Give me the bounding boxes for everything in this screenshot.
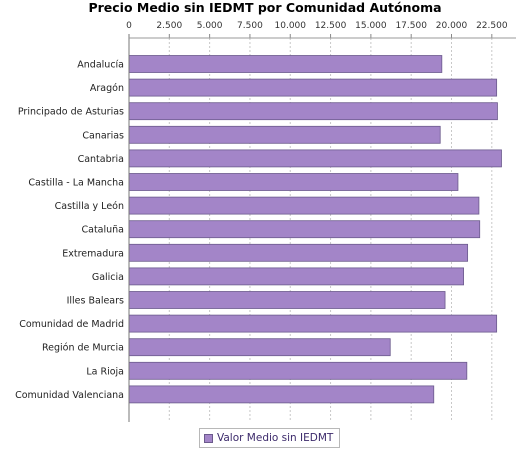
category-label: Illes Balears: [67, 296, 124, 307]
bar: [128, 385, 435, 404]
bar: [128, 196, 480, 215]
tick-label: 15.000: [355, 21, 387, 31]
category-label: Comunidad Valenciana: [15, 390, 124, 401]
tick-label: 2.500: [156, 21, 182, 31]
category-label: Comunidad de Madrid: [19, 319, 124, 330]
category-labels: Andalucía Aragón Principado de Asturias Can…: [15, 60, 124, 401]
category-label: Galicia: [92, 272, 124, 283]
category-label: Cantabria: [78, 154, 124, 165]
bar: [128, 102, 498, 121]
tick-label: 5.000: [197, 21, 223, 31]
tick-label: 7.500: [237, 21, 263, 31]
bar: [128, 243, 469, 262]
legend-label: Valor Medio sin IEDMT: [217, 432, 334, 444]
bar: [128, 173, 459, 191]
axes: [128, 34, 516, 422]
bar: [128, 361, 468, 380]
category-label: La Rioja: [86, 366, 124, 377]
category-label: Castilla - La Mancha: [28, 178, 124, 189]
legend-swatch: [204, 433, 213, 443]
category-label: Canarias: [82, 130, 124, 141]
bar: [128, 314, 498, 333]
category-label: Extremadura: [62, 248, 124, 259]
category-label: Andalucía: [77, 60, 124, 71]
chart-title: Precio Medio sin IEDMT por Comunidad Aut…: [88, 0, 441, 15]
category-label: Castilla y León: [55, 201, 124, 212]
bars: [128, 55, 502, 404]
tick-label: 17.500: [395, 21, 427, 31]
bar: [128, 149, 502, 168]
category-label: Principado de Asturias: [18, 107, 124, 118]
tick-label: 20.000: [436, 21, 468, 31]
bar: [128, 78, 498, 97]
tick-label: 0: [126, 21, 132, 31]
tick-label: 22.500: [476, 21, 508, 31]
bar: [128, 291, 446, 309]
bar: [128, 267, 464, 286]
category-label: Aragón: [90, 83, 124, 94]
bar: [128, 338, 391, 357]
tick-label: 12.500: [315, 21, 347, 31]
x-axis-ticks: 0 2.500 5.000 7.500 10.000 12.500 15.000 17.500…: [126, 21, 508, 38]
tick-label: 10.000: [275, 21, 307, 31]
category-label: Cataluña: [81, 225, 124, 236]
category-label: Región de Murcia: [42, 343, 124, 354]
bar: [128, 55, 443, 73]
bar: [128, 125, 441, 144]
bar: [128, 220, 481, 239]
legend: Valor Medio sin IEDMT: [199, 428, 341, 448]
